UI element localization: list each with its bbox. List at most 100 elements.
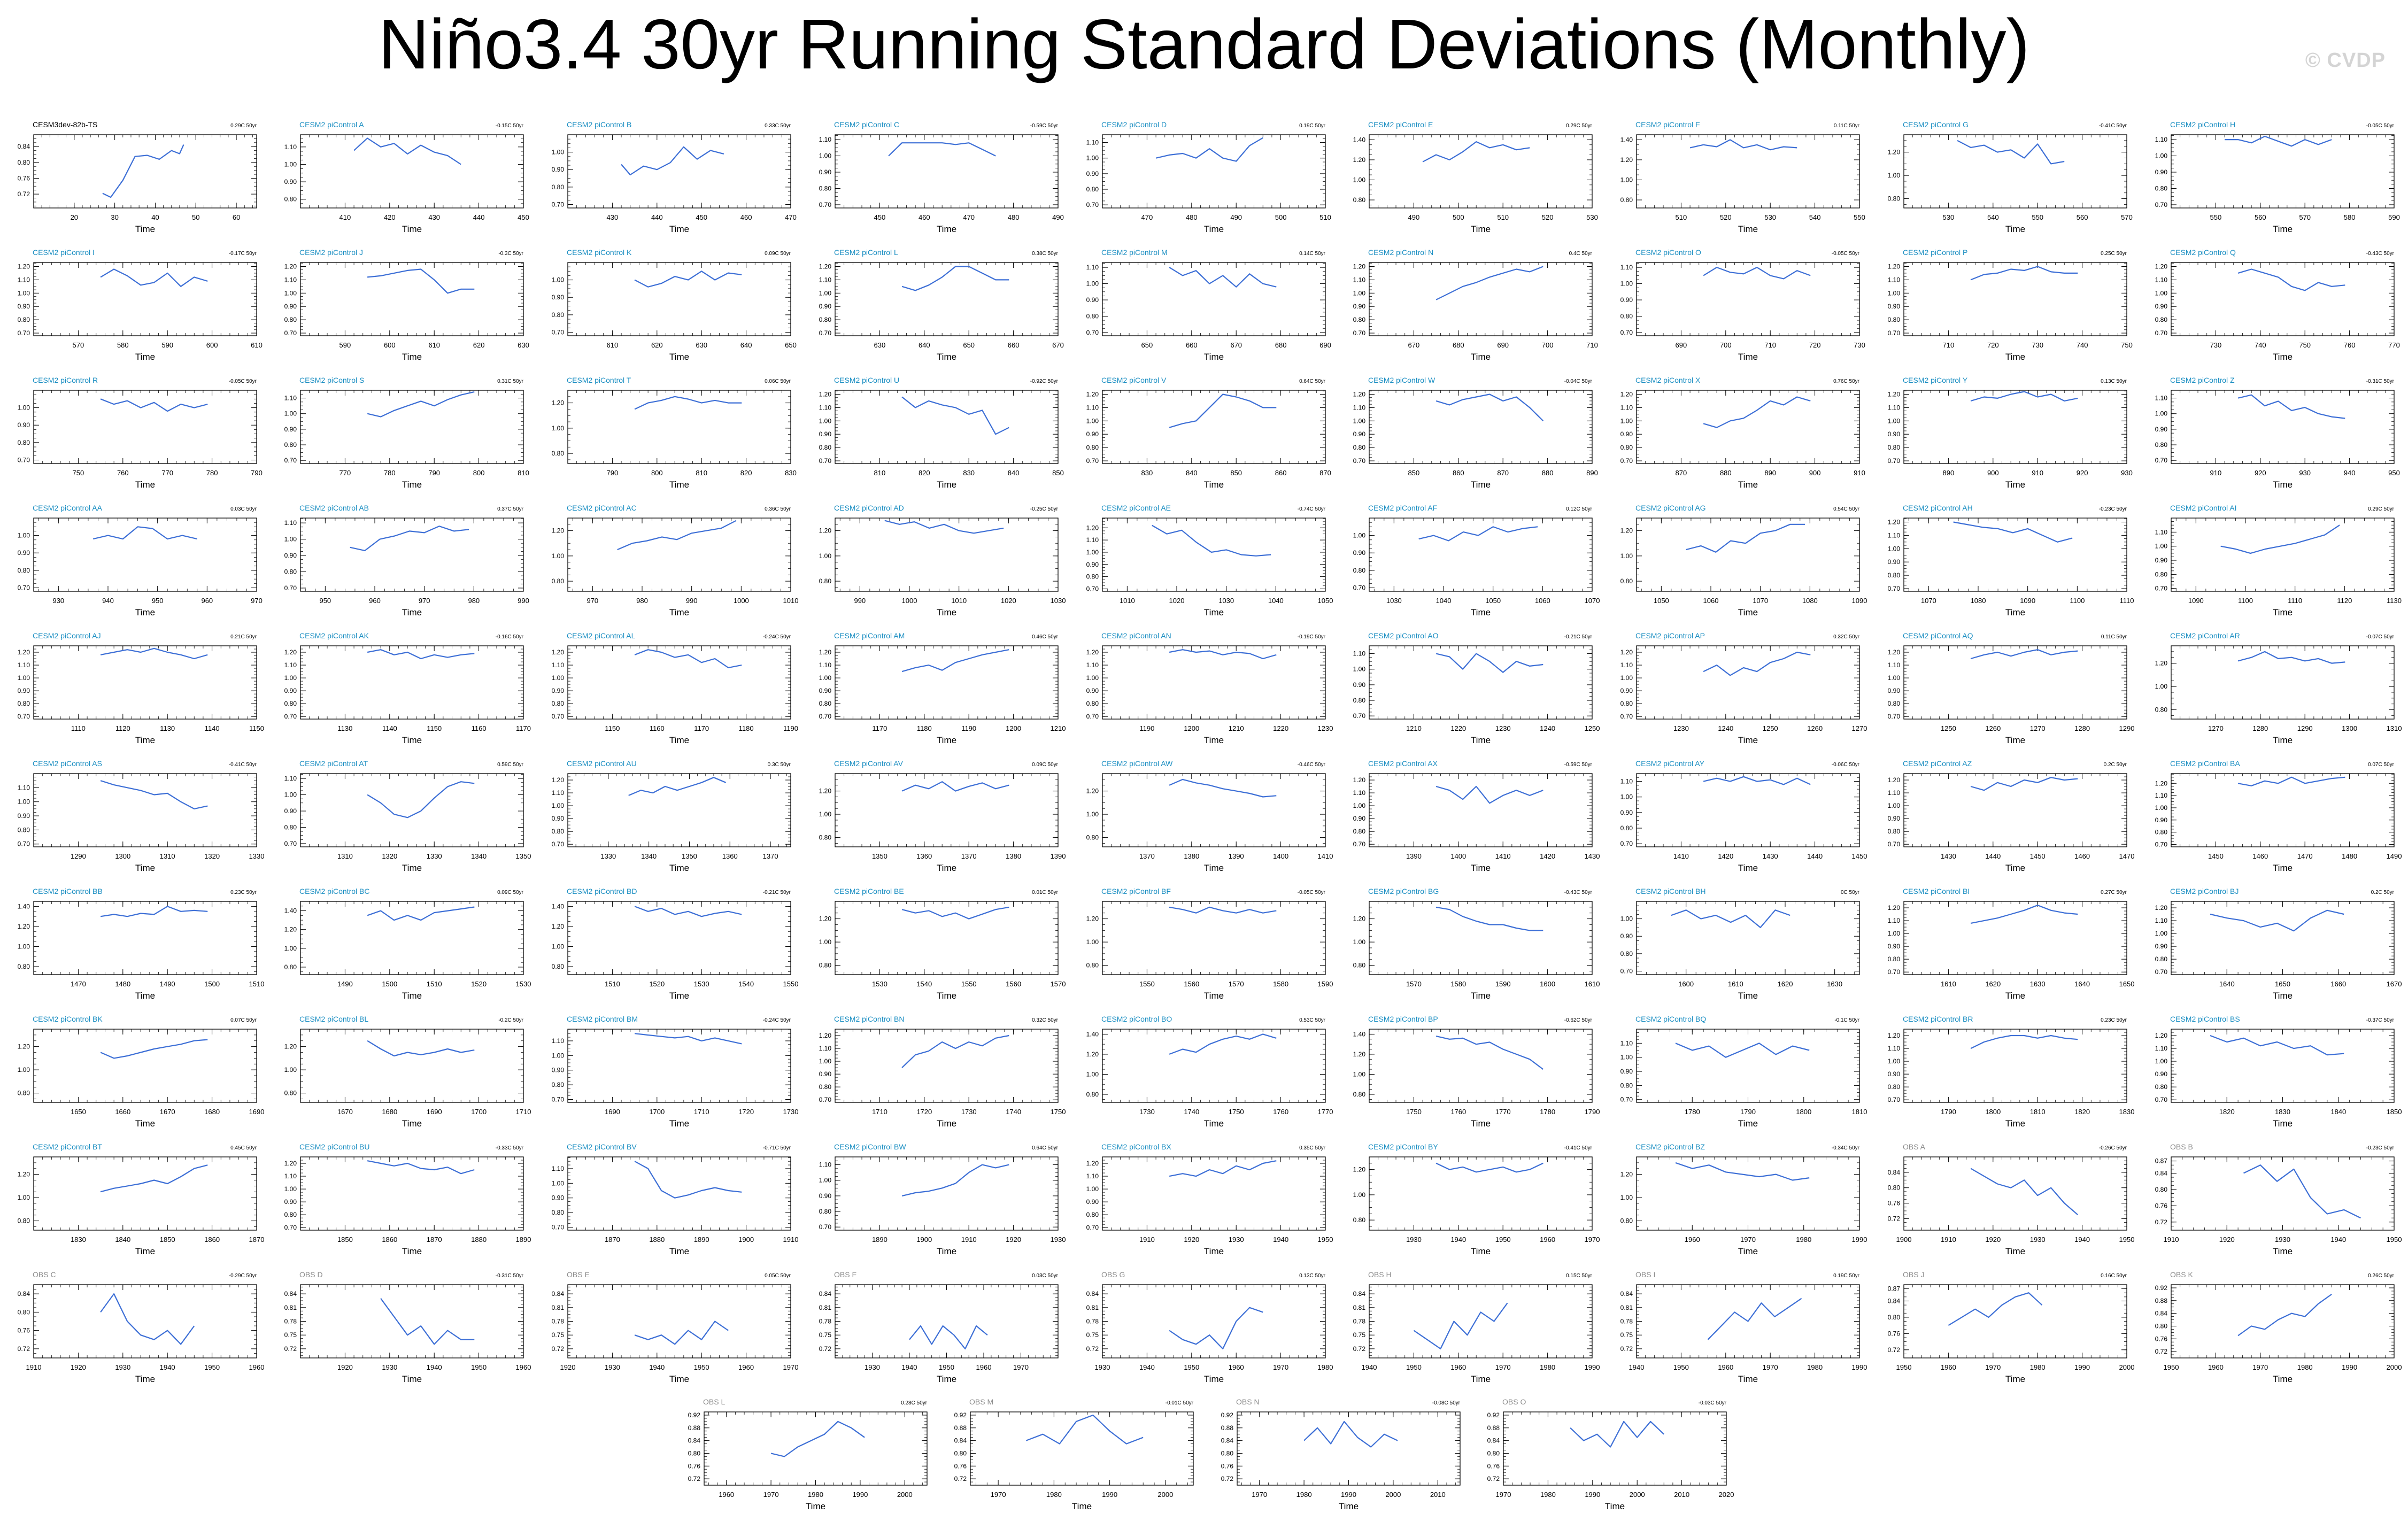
chart-panel: CESM2 piControl AF 0.12C 50yr 1030 1040 1050… (1353, 504, 1600, 617)
x-tick-label: 1210 (1051, 724, 1066, 732)
plot-frame (1636, 518, 1860, 592)
x-tick-label: 970 (251, 597, 263, 605)
trend-label: 0.29C 50yr (230, 123, 257, 129)
trend-label: 0.64C 50yr (1299, 379, 1326, 384)
plot-frame (1369, 518, 1593, 592)
y-tick-label: 0.90 (2155, 303, 2168, 310)
std-dev-series-line (1970, 391, 2078, 402)
y-tick-label: 0.90 (1620, 430, 1633, 438)
y-tick-label: 0.70 (1353, 329, 1366, 337)
std-dev-series-line (100, 647, 208, 660)
x-tick-label: 580 (2344, 213, 2356, 221)
x-axis-title: Time (1204, 607, 1224, 617)
x-axis-title: Time (1471, 480, 1491, 490)
std-dev-series-line (92, 526, 198, 540)
panel-label: CESM2 piControl G (1903, 120, 1969, 129)
std-dev-series-line (1152, 524, 1271, 557)
x-tick-label: 590 (161, 341, 173, 349)
y-tick-label: 0.90 (284, 552, 297, 559)
x-tick-label: 990 (518, 597, 529, 605)
y-tick-label: 0.80 (1888, 572, 1901, 579)
panel-label: CESM2 piControl W (1368, 376, 1435, 384)
y-tick-label: 1.20 (18, 262, 30, 270)
x-axis-title: Time (937, 352, 956, 362)
y-tick-label: 1.00 (1086, 280, 1099, 288)
y-tick-label: 1.00 (1086, 155, 1099, 162)
y-tick-label: 1.10 (284, 276, 297, 283)
panel-label: CESM2 piControl X (1635, 376, 1701, 384)
chart-panel: CESM2 piControl W -0.04C 50yr 850 860 870 880… (1353, 376, 1598, 490)
chart-panel: CESM2 piControl M 0.14C 50yr 650 660 670 680 6… (1086, 248, 1331, 362)
panel-label: CESM2 piControl AE (1101, 504, 1171, 512)
y-tick-label: 0.80 (819, 577, 832, 585)
plot-frame (2171, 390, 2395, 464)
y-tick-label: 1.00 (284, 674, 297, 682)
x-tick-label: 470 (1141, 213, 1153, 221)
trend-label: 0.54C 50yr (1833, 506, 1860, 512)
plot-frame (33, 390, 257, 464)
plot-frame (1369, 262, 1593, 336)
chart-panel: CESM2 piControl D 0.19C 50yr 470 480 490 500 5… (1086, 120, 1331, 234)
std-dev-series-line (1435, 393, 1544, 422)
x-tick-label: 50 (192, 213, 199, 221)
y-tick-label: 0.80 (1086, 573, 1099, 581)
x-tick-label: 430 (428, 213, 440, 221)
y-tick-label: 0.90 (819, 687, 832, 694)
chart-panel: CESM2 piControl AC 0.36C 50yr 970 980 990 100… (552, 504, 799, 617)
x-tick-label: 830 (785, 469, 797, 477)
y-tick-label: 0.70 (284, 584, 297, 592)
std-dev-series-line (2237, 394, 2345, 419)
x-tick-label: 440 (473, 213, 485, 221)
y-tick-label: 1.20 (552, 399, 565, 407)
y-tick-label: 0.80 (1888, 316, 1901, 323)
x-tick-label: 870 (1497, 469, 1509, 477)
plot-frame (2171, 262, 2395, 336)
std-dev-series-line (353, 137, 461, 165)
x-tick-label: 510 (1497, 213, 1509, 221)
x-tick-label: 1160 (650, 724, 665, 732)
y-tick-label: 1.00 (1620, 176, 1633, 183)
x-tick-label: 1090 (2020, 597, 2035, 605)
x-tick-label: 460 (740, 213, 752, 221)
x-axis-title: Time (2005, 224, 2025, 234)
x-axis-title: Time (2273, 224, 2293, 234)
x-axis-title: Time (1738, 480, 1758, 490)
panel-label: CESM2 piControl AB (299, 504, 369, 512)
x-tick-label: 960 (369, 597, 381, 605)
x-tick-label: 800 (651, 469, 663, 477)
chart-panel: CESM2 piControl AH -0.23C 50yr 1070 1080 109… (1888, 504, 2134, 617)
x-tick-label: 800 (473, 469, 485, 477)
std-dev-series-line (1953, 521, 2073, 543)
std-dev-series-line (367, 649, 475, 660)
trend-label: 0.11C 50yr (1834, 123, 1860, 129)
y-tick-label: 0.70 (284, 457, 297, 464)
panel-label: CESM2 piControl AJ (33, 631, 101, 640)
y-tick-label: 0.90 (2155, 168, 2168, 176)
chart-panel: CESM2 piControl H -0.05C 50yr 550 560 570 580… (2155, 120, 2400, 234)
y-tick-label: 1.10 (819, 661, 832, 669)
y-tick-label: 1.00 (1353, 289, 1366, 297)
x-tick-label: 540 (1809, 213, 1821, 221)
y-tick-label: 0.80 (552, 577, 565, 585)
y-tick-label: 1.00 (819, 152, 832, 160)
x-axis-title: Time (1204, 224, 1224, 234)
trend-label: 0.38C 50yr (1032, 251, 1059, 257)
x-tick-label: 850 (1408, 469, 1420, 477)
chart-panel: CESM2 piControl R -0.05C 50yr 750 760 770 780… (18, 376, 263, 490)
trend-label: -0.15C 50yr (496, 123, 524, 129)
panel-label: CESM2 piControl Y (1903, 376, 1968, 384)
panel-label: CESM2 piControl T (567, 376, 631, 384)
y-tick-label: 1.00 (1086, 417, 1099, 424)
y-tick-label: 1.10 (819, 404, 832, 411)
trend-label: -0.25C 50yr (1030, 506, 1059, 512)
trend-label: 0.14C 50yr (1299, 251, 1326, 257)
x-tick-label: 780 (206, 469, 218, 477)
x-tick-label: 750 (2299, 341, 2311, 349)
std-dev-series-line (884, 520, 1004, 534)
x-axis-title: Time (1471, 352, 1491, 362)
x-tick-label: 790 (428, 469, 440, 477)
x-axis-title: Time (669, 480, 689, 490)
x-tick-label: 1080 (1971, 597, 1986, 605)
x-tick-label: 560 (2255, 213, 2266, 221)
x-tick-label: 750 (2121, 341, 2133, 349)
